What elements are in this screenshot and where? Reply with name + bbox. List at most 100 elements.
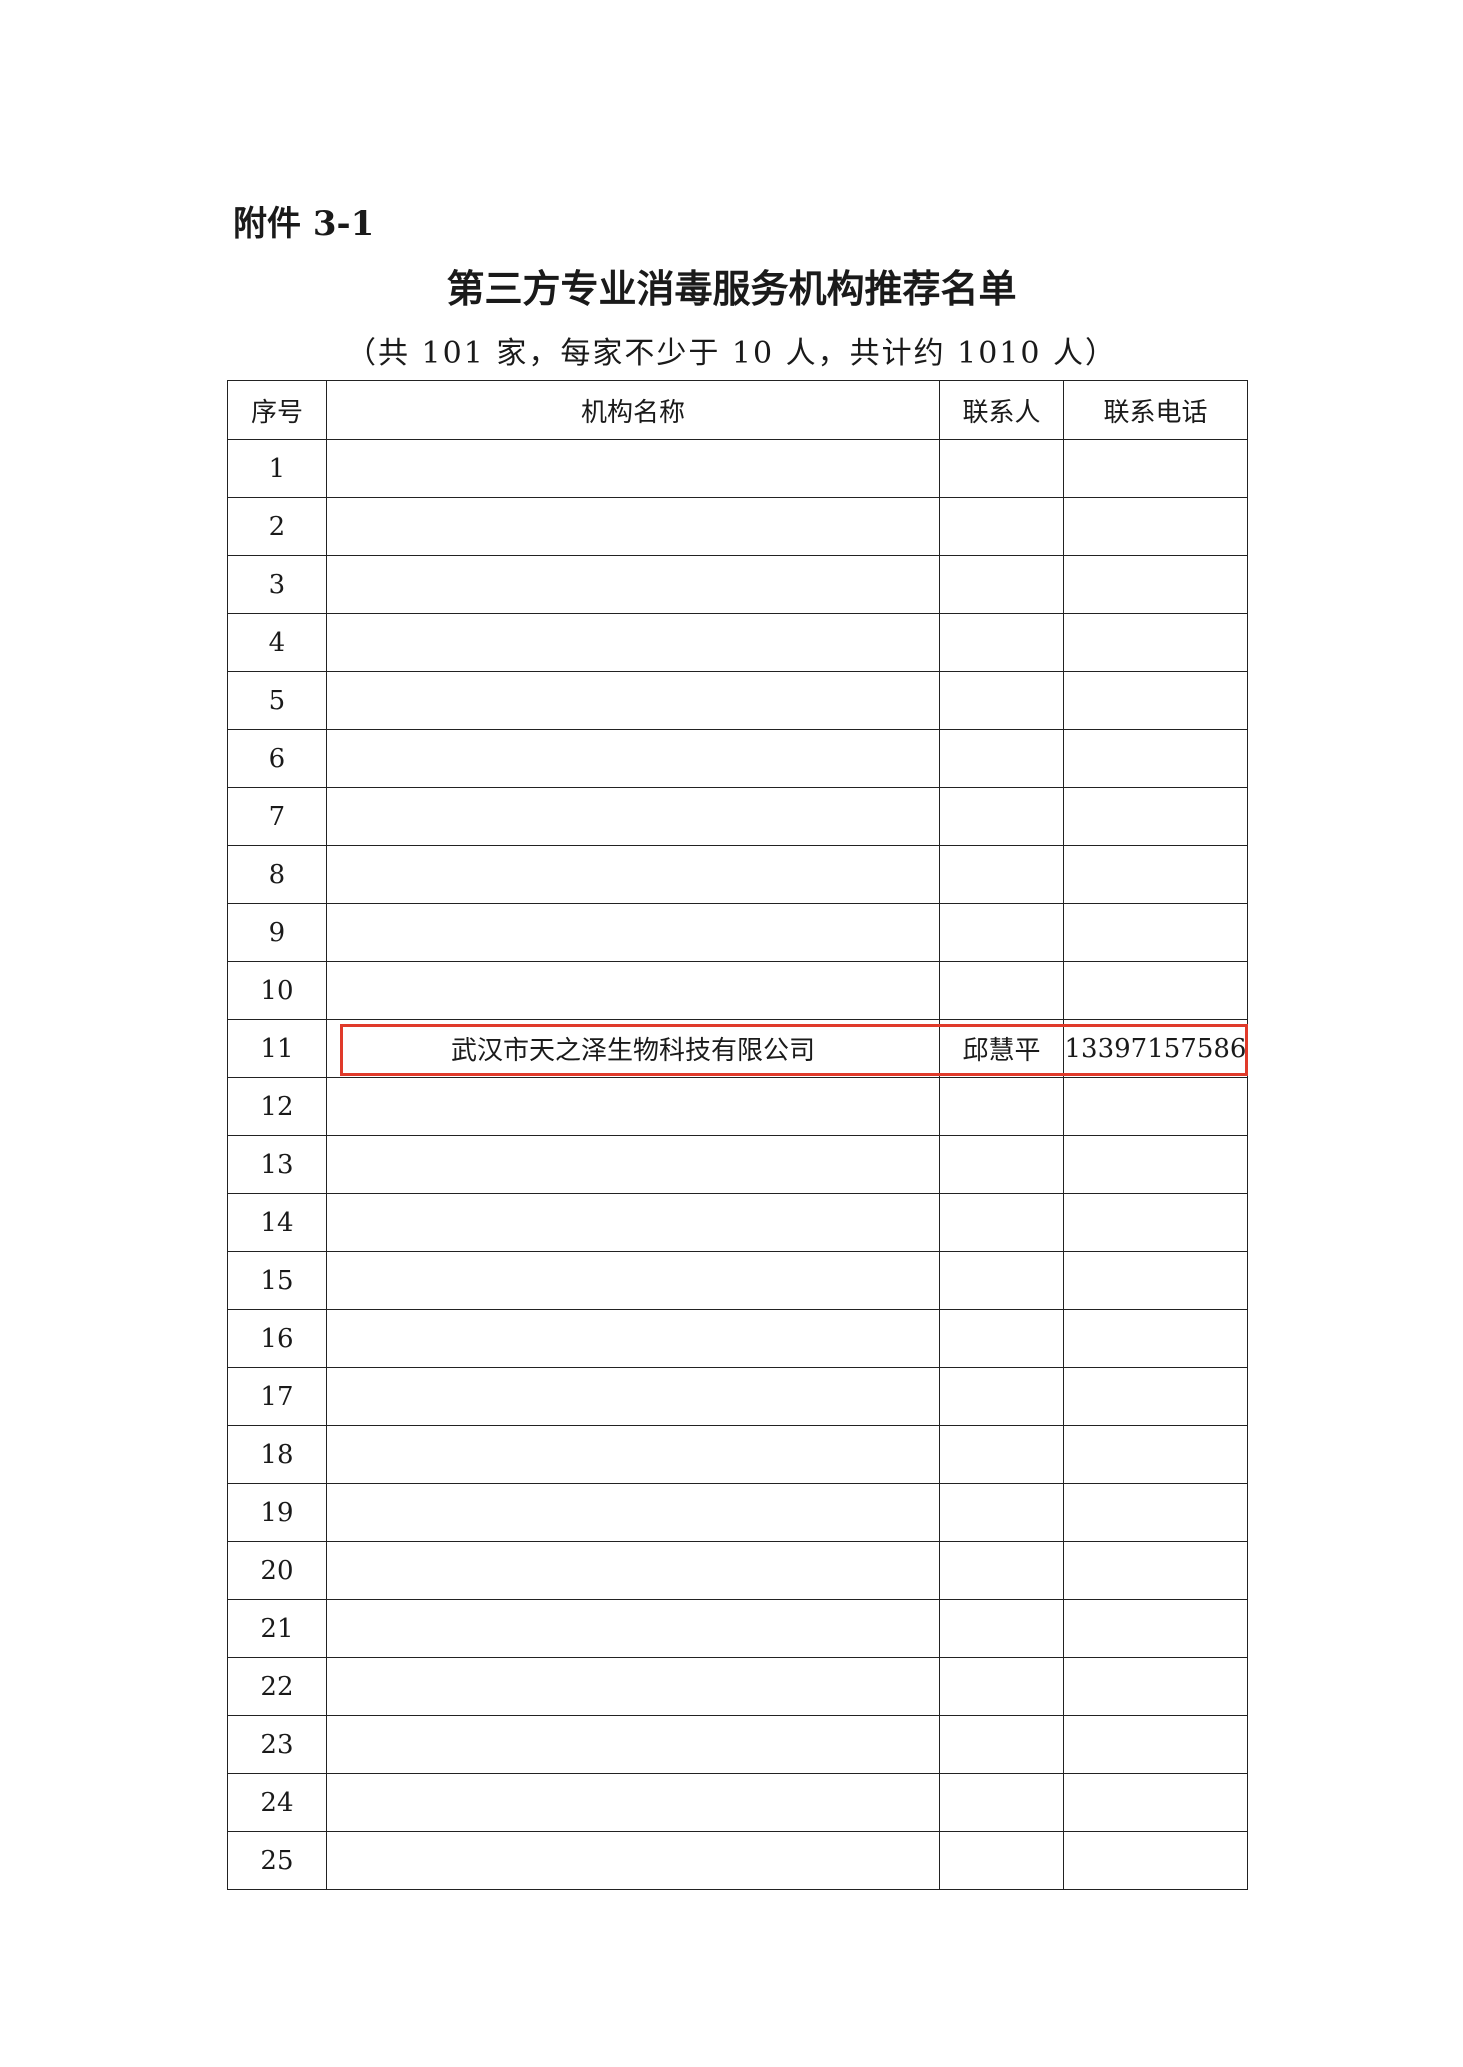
table-row: 15	[227, 1251, 1249, 1310]
table-cell	[939, 845, 1064, 904]
table-cell	[325, 787, 941, 846]
table-cell	[1062, 1251, 1249, 1310]
table-cell: 3	[227, 555, 327, 614]
table-cell	[939, 787, 1064, 846]
table-cell	[325, 1367, 941, 1426]
table-cell: 8	[227, 845, 327, 904]
table-cell	[939, 1831, 1064, 1890]
table-cell: 20	[227, 1541, 327, 1600]
org-table: 序号 机构名称 联系人 联系电话 1 2 3 4 5 6 7 8 9 10 11 武汉市天之泽生物科技有限公…	[227, 380, 1249, 1890]
table-cell	[939, 961, 1064, 1020]
table-cell: 武汉市天之泽生物科技有限公司	[325, 1019, 941, 1078]
table-row: 25	[227, 1831, 1249, 1890]
table-row: 7	[227, 787, 1249, 846]
table-cell	[939, 1541, 1064, 1600]
table-row: 17	[227, 1367, 1249, 1426]
table-cell	[325, 1657, 941, 1716]
table-cell	[1062, 613, 1249, 672]
table-cell	[939, 1425, 1064, 1484]
table-cell: 17	[227, 1367, 327, 1426]
table-cell	[939, 1309, 1064, 1368]
table-cell: 16	[227, 1309, 327, 1368]
table-cell	[1062, 1367, 1249, 1426]
table-cell: 邱慧平	[939, 1019, 1064, 1078]
table-row: 20	[227, 1541, 1249, 1600]
table-cell	[325, 1077, 941, 1136]
table-row: 8	[227, 845, 1249, 904]
table-row: 6	[227, 729, 1249, 788]
table-row: 13	[227, 1135, 1249, 1194]
table-cell	[939, 1367, 1064, 1426]
table-cell	[939, 555, 1064, 614]
column-header: 序号	[227, 380, 327, 440]
column-header: 联系人	[939, 380, 1064, 440]
table-cell	[1062, 1483, 1249, 1542]
table-row: 4	[227, 613, 1249, 672]
table-cell: 11	[227, 1019, 327, 1078]
table-cell	[325, 671, 941, 730]
table-cell	[939, 439, 1064, 498]
table-cell: 10	[227, 961, 327, 1020]
table-row: 23	[227, 1715, 1249, 1774]
table-cell	[939, 1599, 1064, 1658]
table-cell: 18	[227, 1425, 327, 1484]
table-row: 14	[227, 1193, 1249, 1252]
table-cell	[1062, 1715, 1249, 1774]
document-subtitle: （共 101 家，每家不少于 10 人，共计约 1010 人）	[346, 336, 1117, 371]
table-cell	[1062, 1831, 1249, 1890]
column-header: 机构名称	[325, 380, 941, 440]
table-cell	[1062, 787, 1249, 846]
table-cell: 6	[227, 729, 327, 788]
table-cell	[1062, 1309, 1249, 1368]
table-cell	[939, 613, 1064, 672]
table-cell	[325, 1251, 941, 1310]
table-cell	[1062, 497, 1249, 556]
table-cell	[939, 1077, 1064, 1136]
table-row: 21	[227, 1599, 1249, 1658]
table-cell	[325, 1483, 941, 1542]
header-row: 序号 机构名称 联系人 联系电话	[227, 380, 1249, 440]
table-cell	[325, 1599, 941, 1658]
table-row: 1	[227, 439, 1249, 498]
table-cell: 21	[227, 1599, 327, 1658]
table-cell: 19	[227, 1483, 327, 1542]
table-cell	[325, 613, 941, 672]
table-row: 16	[227, 1309, 1249, 1368]
table-cell: 9	[227, 903, 327, 962]
table-cell	[939, 903, 1064, 962]
table-row: 5	[227, 671, 1249, 730]
table-cell	[325, 555, 941, 614]
table-cell	[1062, 845, 1249, 904]
table-row: 18	[227, 1425, 1249, 1484]
table-cell	[325, 845, 941, 904]
table-cell	[939, 1773, 1064, 1832]
table-cell	[939, 671, 1064, 730]
table-cell	[325, 1193, 941, 1252]
table-cell: 2	[227, 497, 327, 556]
table-cell	[325, 1309, 941, 1368]
table-cell	[939, 1193, 1064, 1252]
table-row: 19	[227, 1483, 1249, 1542]
table-cell: 14	[227, 1193, 327, 1252]
table-cell: 7	[227, 787, 327, 846]
table-row: 3	[227, 555, 1249, 614]
table-cell: 13	[227, 1135, 327, 1194]
table-cell	[939, 1715, 1064, 1774]
table-cell	[325, 497, 941, 556]
table-cell: 23	[227, 1715, 327, 1774]
table-cell: 5	[227, 671, 327, 730]
table-cell	[325, 903, 941, 962]
table-cell	[325, 729, 941, 788]
table-cell	[1062, 1541, 1249, 1600]
table-cell	[1062, 961, 1249, 1020]
table-cell	[939, 1483, 1064, 1542]
table-cell	[939, 729, 1064, 788]
table-cell	[325, 1135, 941, 1194]
table-cell	[1062, 1599, 1249, 1658]
table-cell	[939, 1657, 1064, 1716]
table-cell	[1062, 555, 1249, 614]
table-body: 1 2 3 4 5 6 7 8 9 10 11 武汉市天之泽生物科技有限公司 邱慧平 1339715758…	[227, 439, 1249, 1890]
table-cell: 25	[227, 1831, 327, 1890]
table-cell	[1062, 1773, 1249, 1832]
